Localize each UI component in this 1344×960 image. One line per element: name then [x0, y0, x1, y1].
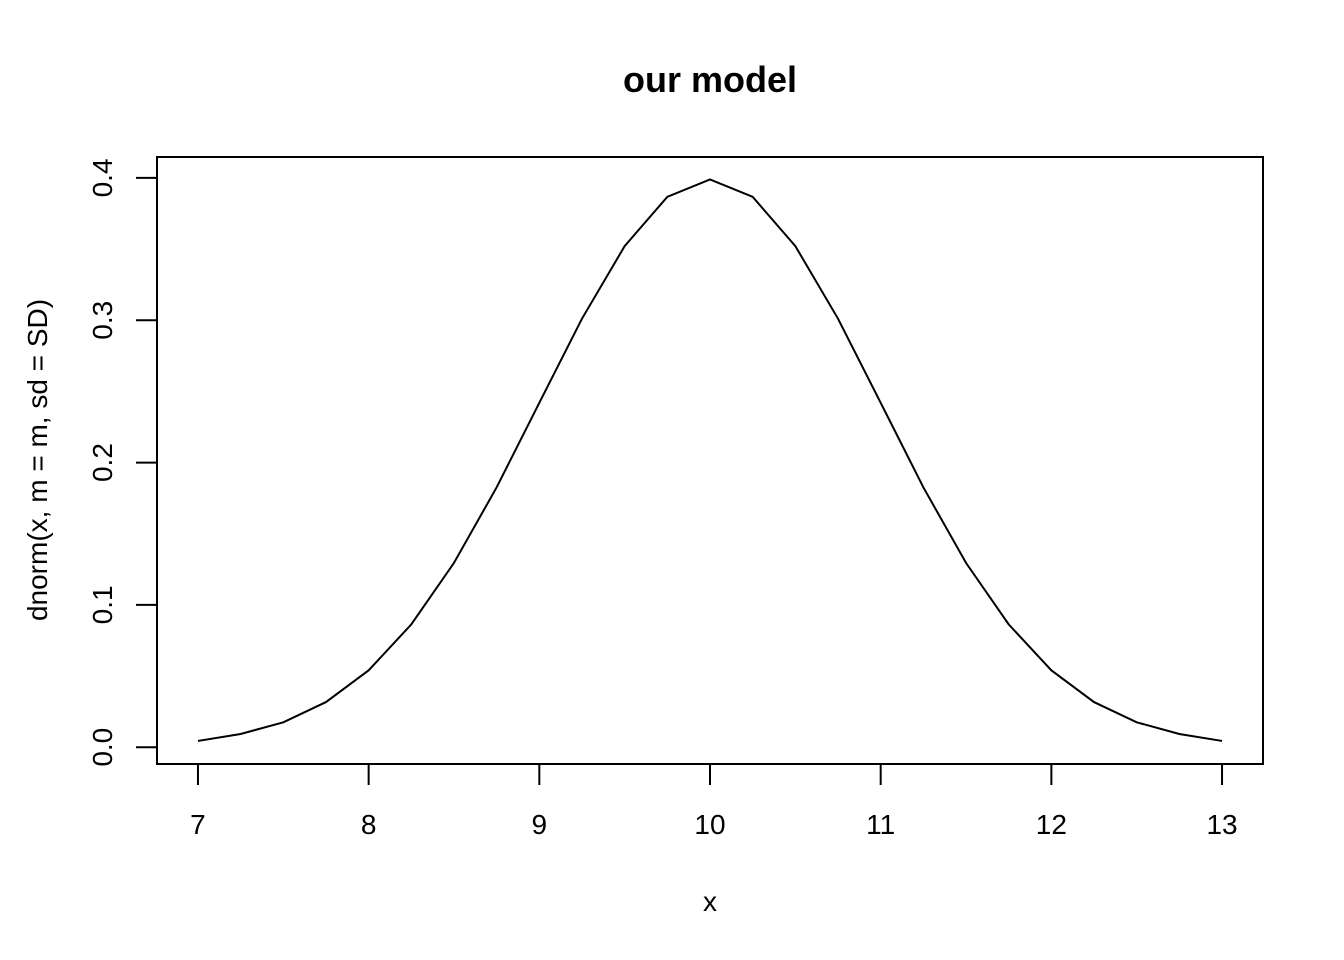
x-tick-label: 12: [1036, 809, 1067, 840]
chart-title: our model: [623, 59, 797, 100]
y-tick-label: 0.2: [87, 443, 118, 482]
x-tick-label: 8: [361, 809, 377, 840]
plot-frame: [156, 156, 1264, 765]
x-tick-label: 11: [866, 809, 895, 840]
x-tick-label: 13: [1206, 809, 1237, 840]
y-axis-label: dnorm(x, m = m, sd = SD): [22, 299, 53, 621]
x-tick-label: 10: [694, 809, 725, 840]
y-axis: 0.0 0.1 0.2 0.3 0.4: [87, 158, 158, 767]
y-tick-label: 0.0: [87, 728, 118, 767]
y-tick-label: 0.3: [87, 301, 118, 340]
density-curve: [197, 178, 1223, 742]
x-axis-label: x: [703, 886, 717, 917]
x-axis: 7 8 9 10 11 12 13: [190, 763, 1238, 840]
y-tick-label: 0.4: [87, 158, 118, 197]
x-tick-label: 9: [532, 809, 548, 840]
x-tick-label: 7: [190, 809, 206, 840]
y-tick-label: 0.1: [87, 585, 118, 624]
